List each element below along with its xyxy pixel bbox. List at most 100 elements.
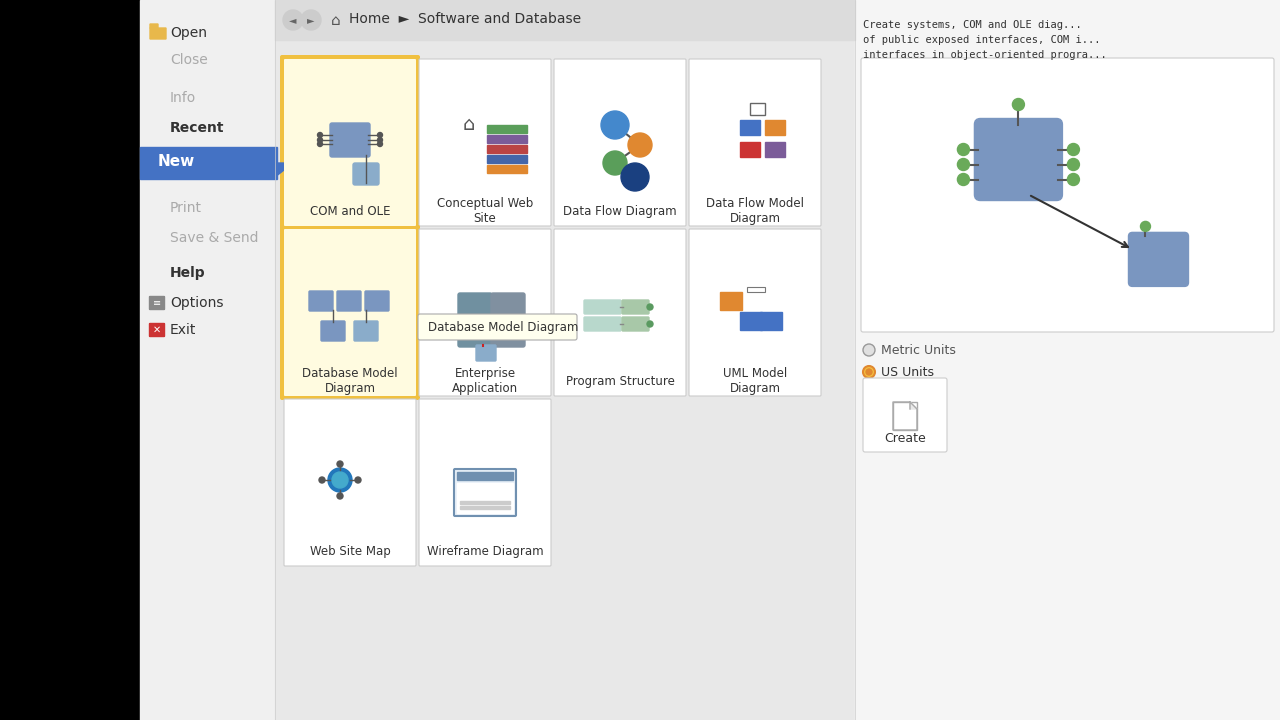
FancyBboxPatch shape [554, 229, 686, 396]
Bar [486, 165, 527, 173]
Text: ⌂: ⌂ [332, 12, 340, 27]
Circle shape [378, 138, 383, 143]
Text: Web Site Map: Web Site Map [310, 544, 390, 557]
Bar [740, 312, 762, 330]
Text: COM and OLE: COM and OLE [310, 204, 390, 217]
Text: Enterprise
Application: Enterprise Application [452, 367, 518, 395]
Bar [760, 312, 782, 330]
Bar [486, 135, 527, 143]
Circle shape [378, 142, 383, 146]
Text: Metric Units: Metric Units [881, 343, 956, 356]
FancyBboxPatch shape [355, 321, 378, 341]
Circle shape [957, 158, 969, 171]
Text: Close: Close [170, 53, 207, 67]
Circle shape [1068, 158, 1079, 171]
Circle shape [863, 344, 876, 356]
FancyBboxPatch shape [337, 291, 361, 311]
Circle shape [603, 151, 627, 175]
Circle shape [317, 138, 323, 143]
Text: US Units: US Units [881, 366, 934, 379]
Bar [748, 287, 765, 292]
FancyBboxPatch shape [284, 399, 416, 566]
Circle shape [1140, 222, 1151, 231]
Circle shape [863, 366, 876, 378]
Text: ⌂: ⌂ [463, 115, 475, 134]
FancyBboxPatch shape [689, 229, 820, 396]
Bar [140, 147, 276, 179]
Text: ◄: ◄ [289, 15, 297, 25]
FancyBboxPatch shape [419, 59, 550, 226]
Text: Save & Send: Save & Send [170, 231, 259, 245]
Bar [765, 142, 785, 157]
Circle shape [317, 132, 323, 138]
Circle shape [301, 10, 321, 30]
Bar [460, 506, 509, 509]
FancyBboxPatch shape [280, 55, 420, 230]
Circle shape [867, 369, 872, 375]
FancyBboxPatch shape [492, 293, 525, 347]
Circle shape [646, 304, 653, 310]
Circle shape [628, 133, 652, 157]
FancyBboxPatch shape [476, 345, 497, 361]
FancyBboxPatch shape [321, 321, 346, 341]
Circle shape [1068, 143, 1079, 156]
Bar [719, 292, 742, 310]
Bar [0, 0, 140, 720]
Circle shape [337, 493, 343, 499]
FancyBboxPatch shape [365, 291, 389, 311]
Text: ✕: ✕ [152, 325, 161, 335]
Circle shape [283, 10, 303, 30]
FancyBboxPatch shape [861, 58, 1274, 332]
Circle shape [355, 477, 361, 483]
FancyBboxPatch shape [419, 399, 550, 566]
FancyBboxPatch shape [419, 314, 577, 340]
Bar [765, 120, 785, 135]
Circle shape [646, 321, 653, 327]
Text: Recent: Recent [170, 121, 224, 135]
Bar [740, 142, 760, 157]
Text: Options: Options [170, 296, 224, 310]
Polygon shape [275, 163, 293, 177]
Bar [740, 120, 760, 135]
FancyBboxPatch shape [893, 402, 916, 430]
FancyBboxPatch shape [150, 28, 166, 39]
FancyBboxPatch shape [622, 317, 649, 331]
FancyBboxPatch shape [689, 59, 820, 226]
FancyBboxPatch shape [150, 24, 157, 28]
FancyBboxPatch shape [419, 229, 550, 396]
Text: Program Structure: Program Structure [566, 374, 675, 387]
Bar [486, 155, 527, 163]
Text: Create: Create [884, 431, 925, 444]
FancyBboxPatch shape [150, 323, 165, 336]
FancyBboxPatch shape [1129, 233, 1189, 287]
Circle shape [337, 461, 343, 467]
Circle shape [378, 132, 383, 138]
Bar [486, 145, 527, 153]
FancyBboxPatch shape [584, 317, 621, 331]
FancyBboxPatch shape [622, 300, 649, 314]
FancyBboxPatch shape [974, 119, 1062, 200]
Circle shape [332, 472, 348, 488]
Text: ≡: ≡ [152, 298, 161, 308]
Circle shape [621, 163, 649, 191]
Circle shape [319, 477, 325, 483]
FancyBboxPatch shape [150, 297, 165, 310]
Text: Data Flow Diagram: Data Flow Diagram [563, 204, 677, 217]
Circle shape [602, 111, 628, 139]
Bar [457, 483, 513, 513]
Text: Database Model
Diagram: Database Model Diagram [302, 367, 398, 395]
Text: Info: Info [170, 91, 196, 105]
Bar [855, 0, 1280, 720]
Circle shape [957, 143, 969, 156]
Bar [486, 125, 527, 133]
Text: Exit: Exit [170, 323, 196, 337]
Text: New: New [157, 153, 196, 168]
Text: Home  ►  Software and Database: Home ► Software and Database [349, 12, 581, 26]
FancyBboxPatch shape [458, 293, 492, 347]
FancyBboxPatch shape [554, 59, 686, 226]
Bar [140, 0, 275, 720]
Text: UML Model
Diagram: UML Model Diagram [723, 367, 787, 395]
Text: ►: ► [307, 15, 315, 25]
FancyBboxPatch shape [284, 59, 416, 226]
Text: Wireframe Diagram: Wireframe Diagram [426, 544, 543, 557]
